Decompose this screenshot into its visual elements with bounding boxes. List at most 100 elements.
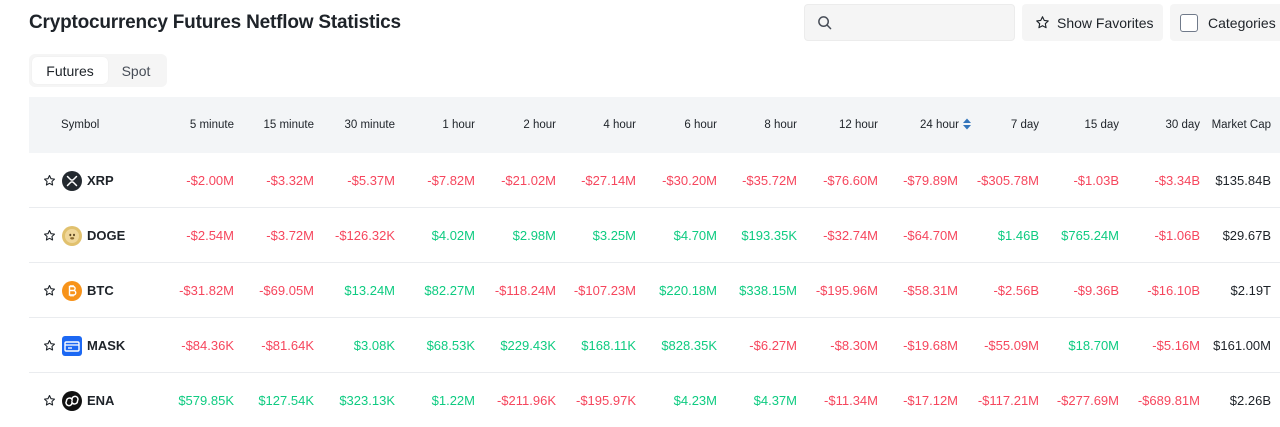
netflow-cell: -$35.72M [742,173,797,188]
netflow-cell: -$7.82M [427,173,475,188]
netflow-cell: $4.23M [673,393,717,408]
col-30-day[interactable]: 30 day [1165,97,1200,153]
netflow-cell: -$58.31M [903,283,958,298]
netflow-cell: -$2.00M [186,173,234,188]
netflow-cell: $2.98M [512,228,556,243]
netflow-cell: -$126.32K [335,228,395,243]
col-24-hour[interactable]: 24 hour [920,97,972,153]
sort-icon[interactable] [962,118,972,130]
col-15-minute[interactable]: 15 minute [263,97,314,153]
table-row[interactable]: XRP -$2.00M -$3.32M -$5.37M -$7.82M -$21.02M -… [29,153,1280,208]
page-title: Cryptocurrency Futures Netflow Statistic… [29,12,401,33]
market-cap-cell: $161.00M [1213,338,1271,353]
netflow-cell: -$55.09M [984,338,1039,353]
netflow-cell: $18.70M [1068,338,1119,353]
netflow-table: Symbol 5 minute 15 minute 30 minute 1 hour 2 … [29,97,1280,427]
column-header-label: 2 hour [523,119,556,131]
netflow-cell: -$3.34B [1154,173,1200,188]
favorite-star-icon[interactable] [43,284,56,297]
categories-button[interactable]: Categories [1170,4,1280,41]
netflow-cell: $1.22M [431,393,475,408]
netflow-cell: $4.37M [753,393,797,408]
netflow-cell: -$79.89M [903,173,958,188]
col-2-hour[interactable]: 2 hour [523,97,556,153]
table-row[interactable]: MASK -$84.36K -$81.64K $3.08K $68.53K $229.43… [29,318,1280,373]
netflow-cell: -$16.10B [1147,283,1200,298]
table-row[interactable]: BTC -$31.82M -$69.05M $13.24M $82.27M -$118.2… [29,263,1280,318]
column-header-label: 7 day [1010,119,1039,131]
netflow-cell: -$17.12M [903,393,958,408]
col-8-hour[interactable]: 8 hour [764,97,797,153]
netflow-cell: $828.35K [661,338,717,353]
categories-checkbox[interactable] [1180,13,1198,32]
col-5-minute[interactable]: 5 minute [190,97,234,153]
col-6-hour[interactable]: 6 hour [684,97,717,153]
favorite-star-icon[interactable] [43,174,56,187]
search-icon [818,16,832,30]
tab-spot[interactable]: Spot [121,62,151,79]
netflow-cell: $4.70M [673,228,717,243]
col-15-day[interactable]: 15 day [1084,97,1119,153]
favorite-star-icon[interactable] [43,339,56,352]
netflow-cell: -$19.68M [903,338,958,353]
netflow-cell: -$277.69M [1056,393,1119,408]
symbol-label: XRP [87,173,114,188]
market-cap-cell: $2.26B [1229,393,1271,408]
col-7-day[interactable]: 7 day [1011,97,1039,153]
netflow-cell: -$5.37M [347,173,395,188]
netflow-cell: -$76.60M [823,173,878,188]
symbol-cell: BTC [43,263,114,318]
column-header-label: 15 day [1084,119,1119,131]
col-12-hour[interactable]: 12 hour [839,97,878,153]
netflow-cell: $579.85K [178,393,234,408]
netflow-cell: $229.43K [500,338,556,353]
col-1-hour[interactable]: 1 hour [442,97,475,153]
netflow-cell: $193.35K [741,228,797,243]
netflow-cell: -$117.21M [977,393,1039,408]
column-header-label: 30 day [1165,119,1200,131]
netflow-cell: -$211.96K [496,393,556,408]
tab-futures[interactable]: Futures [32,57,108,84]
netflow-cell: -$69.05M [259,283,314,298]
netflow-cell: -$195.96M [815,283,878,298]
categories-label: Categories [1208,14,1276,31]
symbol-label: BTC [87,283,114,298]
show-favorites-label: Show Favorites [1057,14,1154,31]
netflow-cell: -$9.36B [1073,283,1119,298]
market-type-tabs: Futures Spot [29,54,167,87]
xrp-icon [62,170,82,191]
table-row[interactable]: DOGE -$2.54M -$3.72M -$126.32K $4.02M $2.98M $… [29,208,1280,263]
netflow-cell: $3.08K [353,338,395,353]
column-header-label: 30 minute [344,119,395,131]
btc-icon [62,280,82,301]
netflow-cell: -$11.34M [824,393,878,408]
column-header-label: 12 hour [838,119,878,131]
search-input[interactable] [841,11,1006,35]
column-header-label: Market Cap [1211,119,1271,131]
netflow-cell: -$5.16M [1152,338,1200,353]
symbol-cell: MASK [43,318,125,373]
favorite-star-icon[interactable] [43,394,56,407]
netflow-cell: -$31.82M [179,283,234,298]
search-box[interactable] [804,4,1015,41]
col-4-hour[interactable]: 4 hour [603,97,636,153]
market-cap-cell: $2.19T [1230,283,1271,298]
netflow-cell: -$118.24M [494,283,556,298]
netflow-cell: -$3.32M [266,173,314,188]
favorite-star-icon[interactable] [43,229,56,242]
netflow-cell: $13.24M [344,283,395,298]
col-30-minute[interactable]: 30 minute [344,97,395,153]
col-market-cap[interactable]: Market Cap [1212,97,1271,153]
col-symbol[interactable]: Symbol [61,119,100,131]
show-favorites-button[interactable]: Show Favorites [1022,4,1163,41]
netflow-cell: -$2.54M [186,228,234,243]
netflow-cell: $1.46B [997,228,1039,243]
ena-icon [62,390,82,411]
netflow-cell: -$32.74M [823,228,878,243]
netflow-cell: $68.53K [426,338,475,353]
column-header-label: 24 hour [919,119,959,131]
netflow-cell: -$1.03B [1073,173,1119,188]
netflow-cell: -$1.06B [1154,228,1200,243]
table-row[interactable]: ENA $579.85K $127.54K $323.13K $1.22M -$211.9… [29,373,1280,427]
mask-icon [62,335,82,356]
